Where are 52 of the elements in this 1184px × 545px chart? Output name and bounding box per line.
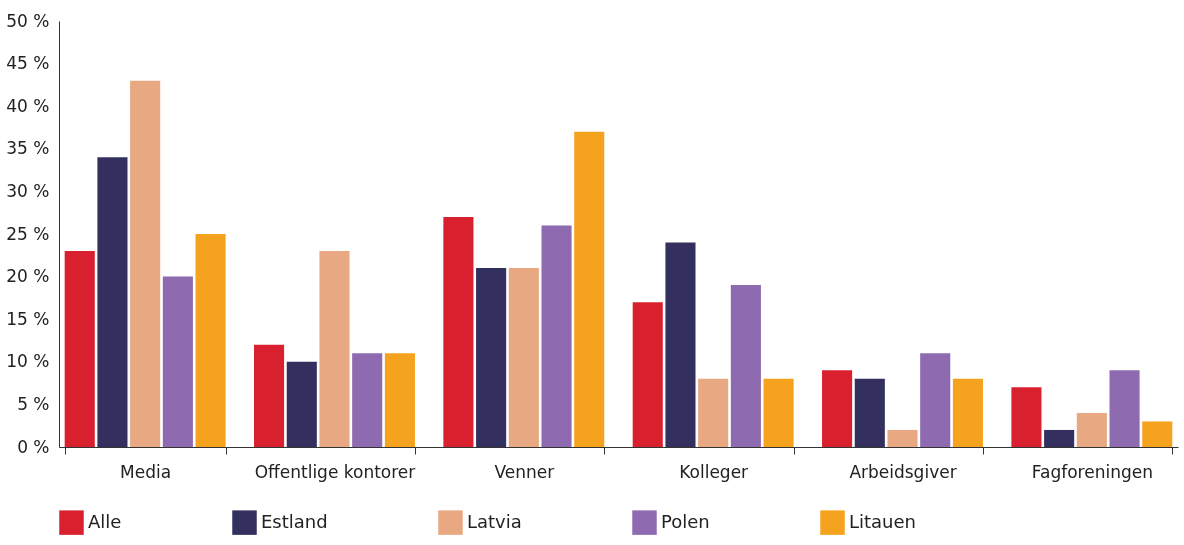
y-tick-label: 20 % xyxy=(6,266,50,287)
x-tick-label: Venner xyxy=(494,461,555,482)
bar xyxy=(443,216,474,447)
y-tick-label: 10 % xyxy=(6,351,50,372)
y-tick-label: 50 % xyxy=(6,10,50,31)
y-tick-label: 5 % xyxy=(17,393,50,414)
bar xyxy=(319,251,350,447)
bar xyxy=(920,353,951,447)
bar xyxy=(854,378,885,447)
bar xyxy=(1109,370,1140,447)
bar xyxy=(887,429,918,447)
x-tick-label: Media xyxy=(120,461,172,482)
bar xyxy=(130,80,161,447)
legend-label: Litauen xyxy=(849,510,917,532)
bar xyxy=(730,285,761,447)
bar xyxy=(162,276,193,447)
legend-label: Alle xyxy=(88,510,122,532)
y-tick-label: 25 % xyxy=(6,223,50,244)
bar xyxy=(632,302,663,447)
x-tick-label: Kolleger xyxy=(679,461,749,482)
bar xyxy=(1142,421,1173,447)
y-tick-label: 40 % xyxy=(6,95,50,116)
y-tick-label: 15 % xyxy=(6,308,50,329)
bar xyxy=(952,378,983,447)
bar xyxy=(541,225,572,447)
legend-label: Estland xyxy=(261,510,328,532)
y-tick-label: 45 % xyxy=(6,53,50,74)
bar xyxy=(476,268,507,447)
bar xyxy=(574,131,605,447)
bar xyxy=(1011,387,1042,447)
bar xyxy=(352,353,383,447)
x-tick-label: Fagforeningen xyxy=(1031,461,1153,482)
bar xyxy=(254,344,285,447)
y-tick-label: 0 % xyxy=(17,436,50,457)
bar xyxy=(195,234,226,447)
x-tick-label: Offentlige kontorer xyxy=(254,461,416,482)
bar xyxy=(64,251,95,447)
y-tick-label: 30 % xyxy=(6,180,50,201)
bar xyxy=(763,378,794,447)
y-tick-label: 35 % xyxy=(6,138,50,159)
bar xyxy=(1044,429,1075,447)
bar xyxy=(508,268,539,447)
bar xyxy=(822,370,853,447)
bar xyxy=(698,378,729,447)
bar xyxy=(286,361,317,447)
bar xyxy=(1076,412,1107,447)
bar xyxy=(97,157,128,447)
bar xyxy=(665,242,696,447)
x-tick-label: Arbeidsgiver xyxy=(849,461,957,482)
legend-label: Polen xyxy=(661,510,710,532)
legend-label: Latvia xyxy=(467,510,522,532)
bar xyxy=(384,353,415,447)
